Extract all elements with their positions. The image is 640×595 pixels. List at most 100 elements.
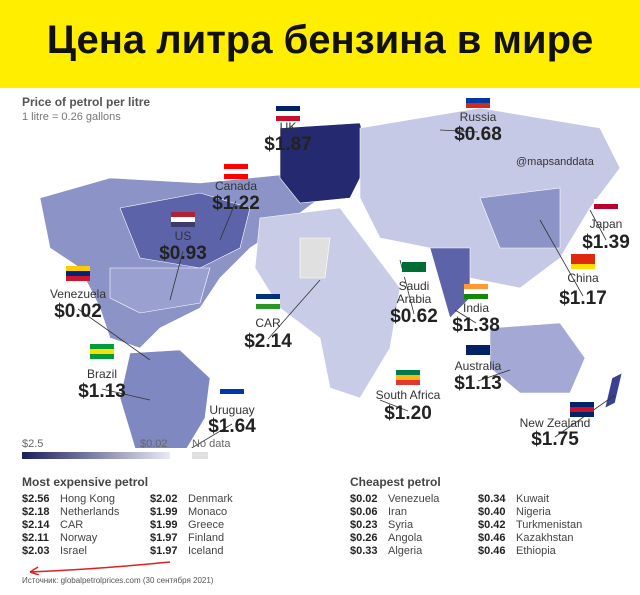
country-price: $1.17 <box>559 288 607 309</box>
leader-line <box>439 129 479 133</box>
price: $0.42 <box>478 519 506 531</box>
country-price: $1.13 <box>454 373 502 394</box>
new-zealand <box>604 372 623 409</box>
flag <box>224 174 248 179</box>
list-row: $0.46 Ethiopia <box>478 545 556 557</box>
country: Denmark <box>188 493 233 505</box>
country-name: Australia <box>454 359 502 373</box>
country: Nigeria <box>516 506 551 518</box>
flag <box>396 375 420 380</box>
list-row: $0.46 Kazakhstan <box>478 532 573 544</box>
list-title: Most expensive petrol <box>22 475 149 489</box>
europe <box>279 122 371 204</box>
country-price: $1.64 <box>208 416 256 437</box>
country: Hong Kong <box>60 493 116 505</box>
flag <box>464 294 488 299</box>
flag <box>570 402 594 407</box>
country-name: UK <box>279 120 297 134</box>
canada <box>119 192 251 269</box>
note: 1 litre = 0.26 gallons <box>22 111 121 123</box>
flag <box>90 344 114 349</box>
country: Finland <box>188 532 225 544</box>
list-row: $0.02 Venezuela <box>350 493 439 505</box>
country-name: Japan <box>589 217 623 231</box>
list-row: $0.33 Algeria <box>350 545 422 557</box>
flag <box>276 116 300 121</box>
price: $1.97 <box>150 545 178 557</box>
country: Norway <box>60 532 98 544</box>
country-price: $0.02 <box>54 301 102 322</box>
list-row: $0.06 Iran <box>350 506 407 518</box>
country-name: Brazil <box>86 367 118 381</box>
no-data <box>299 237 331 279</box>
price: $2.18 <box>22 506 50 518</box>
list-row: $2.11 Norway <box>22 532 97 544</box>
flag <box>594 204 618 209</box>
flag <box>402 262 426 267</box>
country-name: South Africa <box>375 388 441 402</box>
flag <box>396 380 420 385</box>
country: Kuwait <box>516 493 550 505</box>
country: Netherlands <box>60 506 120 518</box>
flag <box>276 111 300 116</box>
country-price: $0.93 <box>159 243 207 264</box>
country: Syria <box>388 519 414 531</box>
list-row: $2.14 CAR <box>22 519 83 531</box>
subtitle: Price of petrol per litre <box>22 95 151 109</box>
flag <box>220 389 244 394</box>
flag <box>570 407 594 412</box>
leader-line <box>267 279 321 340</box>
flag <box>466 345 490 350</box>
flag <box>464 284 488 289</box>
flag <box>220 384 244 389</box>
legend-nodata <box>192 452 208 459</box>
country-price: $1.38 <box>452 315 500 336</box>
country-name: Venezuela <box>49 287 107 301</box>
price: $1.99 <box>150 519 178 531</box>
country: Kazakhstan <box>516 532 574 544</box>
arrow <box>29 561 171 575</box>
flag <box>256 304 280 309</box>
country-name: Uruguay <box>209 403 255 417</box>
south-america <box>119 349 211 448</box>
flag <box>66 271 90 276</box>
price: $2.02 <box>150 493 178 505</box>
australia <box>489 322 586 394</box>
price: $0.40 <box>478 506 506 518</box>
country-name: US <box>174 229 192 243</box>
country: Iceland <box>188 545 224 557</box>
price: $1.97 <box>150 532 178 544</box>
flag <box>276 106 300 111</box>
china <box>479 187 561 249</box>
legend-high: $2.5 <box>22 438 44 450</box>
header-band <box>0 0 640 88</box>
leader-line <box>539 219 584 297</box>
flag <box>171 222 195 227</box>
flag <box>396 370 420 375</box>
price: $0.26 <box>350 532 378 544</box>
country: CAR <box>60 519 84 531</box>
list-row: $0.40 Nigeria <box>478 506 551 518</box>
flag <box>256 294 280 299</box>
price: $2.11 <box>22 532 49 544</box>
flag <box>571 264 595 269</box>
price: $2.56 <box>22 493 50 505</box>
country-price: $0.62 <box>390 306 438 327</box>
list-row: $2.03 Israel <box>22 545 87 557</box>
leader-line <box>287 141 311 151</box>
flag <box>402 267 426 272</box>
list-row: $0.23 Syria <box>350 519 413 531</box>
source: Источник: globalpetrolprices.com (30 сен… <box>22 576 214 585</box>
country-price: $1.75 <box>531 429 579 450</box>
flag <box>171 212 195 217</box>
flag <box>594 199 618 204</box>
price: $0.02 <box>350 493 378 505</box>
list-title: Cheapest petrol <box>350 475 441 489</box>
list-row: $0.42 Turkmenistan <box>478 519 582 531</box>
country-price: $1.20 <box>384 403 432 424</box>
flag <box>466 350 490 355</box>
flag <box>466 93 490 98</box>
flag <box>66 266 90 271</box>
list-row: $1.97 Finland <box>150 532 224 544</box>
